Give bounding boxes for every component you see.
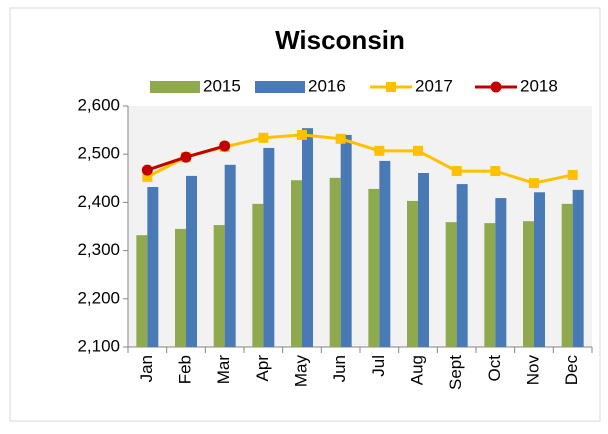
marker xyxy=(529,178,539,189)
marker xyxy=(451,166,462,177)
x-tick-label: May xyxy=(291,355,310,388)
bar xyxy=(561,203,573,347)
legend-swatch xyxy=(255,81,305,93)
bar xyxy=(379,160,391,347)
marker xyxy=(258,132,269,143)
x-tick-label: Jul xyxy=(369,355,388,377)
x-tick-label: Oct xyxy=(485,355,504,382)
bar xyxy=(252,203,264,347)
y-tick-label: 2,300 xyxy=(77,240,120,259)
legend-label: 2017 xyxy=(415,76,453,95)
marker xyxy=(374,145,385,156)
y-tick-label: 2,100 xyxy=(77,336,120,355)
bar xyxy=(329,177,341,347)
bar xyxy=(263,147,275,347)
legend-label: 2015 xyxy=(203,76,241,95)
bar xyxy=(368,188,380,347)
legend-swatch xyxy=(150,81,200,93)
marker xyxy=(219,140,231,152)
bar xyxy=(407,200,418,347)
bar xyxy=(224,164,236,347)
bar xyxy=(302,128,313,347)
marker xyxy=(335,133,346,144)
y-tick-label: 2,400 xyxy=(77,192,120,211)
bar xyxy=(291,180,302,347)
x-tick-label: Apr xyxy=(253,355,272,382)
bar xyxy=(484,223,496,347)
marker xyxy=(297,129,307,140)
bar xyxy=(340,134,352,347)
marker xyxy=(490,166,501,177)
marker xyxy=(141,164,153,176)
legend-marker xyxy=(386,82,396,92)
bar xyxy=(418,172,429,347)
bar xyxy=(445,222,457,347)
bar xyxy=(572,189,584,347)
chart-title: Wisconsin xyxy=(275,25,405,55)
x-tick-label: Jan xyxy=(137,355,156,382)
marker xyxy=(142,171,153,182)
bar xyxy=(186,175,197,347)
legend-marker xyxy=(490,81,502,93)
x-tick-label: Dec xyxy=(562,355,581,386)
x-tick-label: Feb xyxy=(175,355,194,384)
legend-label: 2016 xyxy=(308,76,346,95)
marker xyxy=(413,145,423,156)
y-tick-label: 2,600 xyxy=(77,95,120,114)
x-tick-label: Mar xyxy=(214,355,233,385)
bar xyxy=(456,184,468,347)
legend-label: 2018 xyxy=(520,76,558,95)
bar xyxy=(213,225,225,347)
bar xyxy=(495,198,507,347)
y-tick-label: 2,500 xyxy=(77,144,120,163)
plot-area xyxy=(128,106,592,347)
y-tick-label: 2,200 xyxy=(77,288,120,307)
x-tick-label: Sept xyxy=(446,355,465,390)
bar xyxy=(175,228,186,347)
bar xyxy=(523,221,534,347)
bar xyxy=(136,235,148,347)
bar xyxy=(147,186,159,347)
marker xyxy=(567,169,578,180)
bar xyxy=(534,192,545,347)
x-tick-label: Nov xyxy=(523,355,542,386)
x-tick-label: Jun xyxy=(330,355,349,382)
marker xyxy=(180,151,192,163)
x-tick-label: Aug xyxy=(407,355,426,385)
